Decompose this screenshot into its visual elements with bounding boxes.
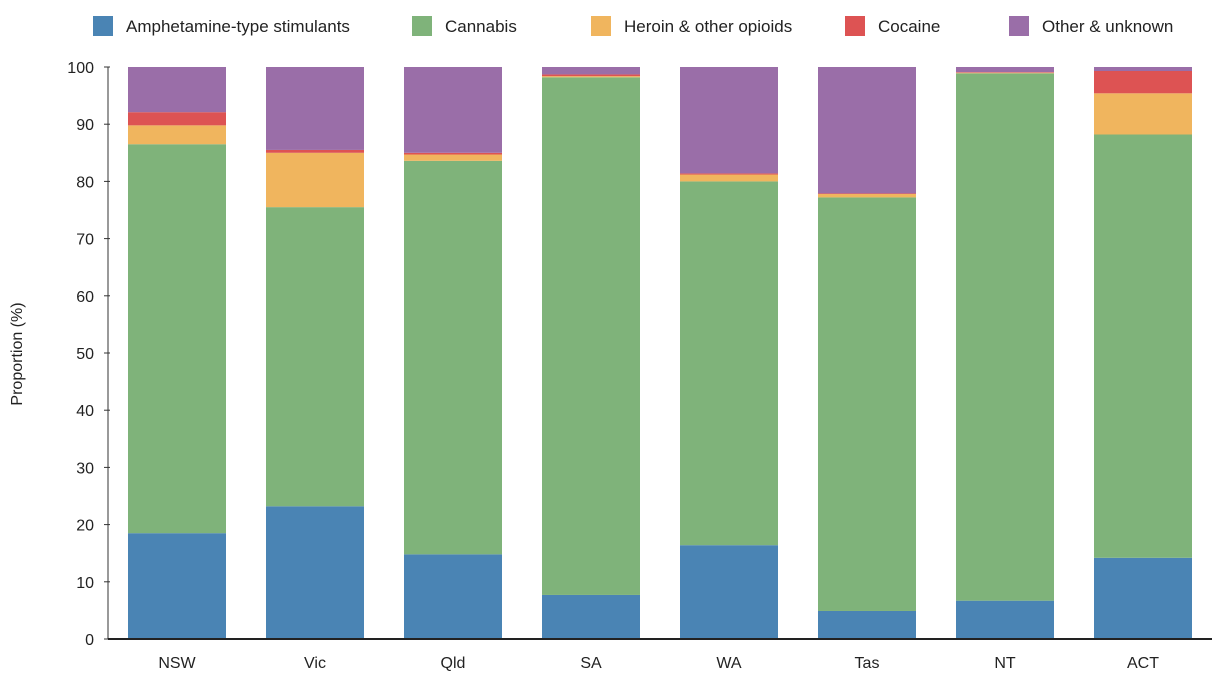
bar-stack-vic	[266, 67, 364, 639]
legend-label: Heroin & other opioids	[624, 17, 792, 36]
bar-segment-heroin-other-opioids	[1094, 93, 1192, 135]
legend-swatch	[412, 16, 432, 36]
bar-segment-other-unknown	[956, 67, 1054, 73]
bar-stack-sa	[542, 67, 640, 639]
y-tick-label: 100	[67, 60, 94, 77]
legend-swatch	[1009, 16, 1029, 36]
x-tick-label: SA	[580, 655, 602, 672]
y-tick-label: 20	[76, 518, 94, 535]
legend-label: Amphetamine-type stimulants	[126, 17, 350, 36]
x-axis: NSW Vic Qld SA WA Tas NT ACT	[108, 638, 1212, 672]
bar-segment-other-unknown	[266, 67, 364, 150]
legend-label: Cocaine	[878, 17, 940, 36]
bar-segment-cannabis	[680, 181, 778, 546]
x-tick-label: WA	[716, 655, 742, 672]
x-tick-label: NSW	[158, 655, 196, 672]
y-tick-label: 50	[76, 346, 94, 363]
bar-segment-other-unknown	[128, 67, 226, 113]
bar-segment-cannabis	[266, 207, 364, 507]
bar-stack-act	[1094, 67, 1192, 639]
legend-label: Other & unknown	[1042, 17, 1173, 36]
y-tick-label: 90	[76, 117, 94, 134]
bar-segment-heroin-other-opioids	[266, 152, 364, 208]
bar-segment-cocaine	[404, 152, 502, 155]
bar-segment-other-unknown	[542, 67, 640, 75]
x-tick-label: NT	[994, 655, 1016, 672]
y-tick-label: 40	[76, 403, 94, 420]
bar-stack-qld	[404, 67, 502, 639]
bar-stack-wa	[680, 67, 778, 639]
bar-segment-amphetamine-type-stimulants	[542, 594, 640, 639]
bar-stack-tas	[818, 67, 916, 639]
bar-segment-cannabis	[1094, 134, 1192, 558]
bars	[128, 67, 1192, 639]
bar-segment-cannabis	[128, 144, 226, 534]
bar-segment-other-unknown	[404, 67, 502, 153]
x-tick-label: Vic	[304, 655, 326, 672]
x-tick-label: ACT	[1127, 655, 1159, 672]
bar-segment-cocaine	[818, 193, 916, 194]
bar-segment-amphetamine-type-stimulants	[128, 533, 226, 639]
bar-segment-cocaine	[1094, 71, 1192, 94]
bar-segment-other-unknown	[680, 67, 778, 174]
y-tick-label: 60	[76, 289, 94, 306]
bar-segment-heroin-other-opioids	[404, 154, 502, 161]
legend-swatch	[845, 16, 865, 36]
x-tick-label: Tas	[855, 655, 880, 672]
bar-segment-heroin-other-opioids	[818, 193, 916, 198]
bar-segment-amphetamine-type-stimulants	[1094, 557, 1192, 639]
y-tick-label: 80	[76, 174, 94, 191]
bar-segment-cocaine	[266, 149, 364, 153]
bar-segment-amphetamine-type-stimulants	[956, 600, 1054, 639]
y-axis: 0 10 20 30 40 50 60 70 80 90 100	[67, 60, 110, 649]
bar-segment-amphetamine-type-stimulants	[818, 610, 916, 639]
bar-segment-cannabis	[542, 77, 640, 595]
bar-stack-nt	[956, 67, 1054, 639]
bar-segment-cocaine	[542, 74, 640, 77]
bar-segment-amphetamine-type-stimulants	[266, 506, 364, 639]
y-tick-label: 0	[85, 632, 94, 649]
bar-segment-amphetamine-type-stimulants	[404, 554, 502, 639]
bar-segment-cannabis	[818, 197, 916, 611]
legend: Amphetamine-type stimulants Cannabis Heroi…	[93, 16, 1173, 36]
y-tick-label: 70	[76, 232, 94, 249]
bar-segment-heroin-other-opioids	[680, 174, 778, 182]
bar-segment-other-unknown	[818, 67, 916, 194]
legend-swatch	[93, 16, 113, 36]
bar-stack-nsw	[128, 67, 226, 639]
bar-segment-cannabis	[404, 160, 502, 555]
bar-segment-cannabis	[956, 73, 1054, 601]
bar-segment-heroin-other-opioids	[128, 125, 226, 145]
bar-segment-heroin-other-opioids	[542, 76, 640, 78]
bar-segment-cocaine	[128, 112, 226, 126]
y-tick-label: 30	[76, 460, 94, 477]
legend-swatch	[591, 16, 611, 36]
bar-segment-amphetamine-type-stimulants	[680, 545, 778, 639]
bar-segment-heroin-other-opioids	[956, 72, 1054, 74]
y-tick-label: 10	[76, 575, 94, 592]
legend-label: Cannabis	[445, 17, 517, 36]
x-tick-label: Qld	[441, 655, 466, 672]
bar-segment-cocaine	[956, 72, 1054, 73]
bar-segment-other-unknown	[1094, 67, 1192, 72]
y-axis-title: Proportion (%)	[9, 302, 26, 405]
bar-segment-cocaine	[680, 173, 778, 175]
